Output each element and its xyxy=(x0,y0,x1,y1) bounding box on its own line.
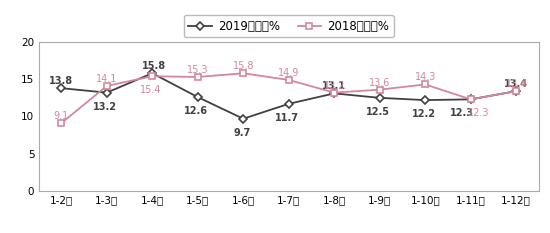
Text: 12.3: 12.3 xyxy=(469,108,490,118)
Text: 13.4: 13.4 xyxy=(505,79,527,89)
Text: 13.4: 13.4 xyxy=(504,79,528,89)
Text: 9.7: 9.7 xyxy=(233,128,250,138)
Text: 15.4: 15.4 xyxy=(140,85,162,95)
Text: 15.3: 15.3 xyxy=(187,65,208,75)
Text: 13.2: 13.2 xyxy=(94,102,117,112)
Text: 12.6: 12.6 xyxy=(184,106,208,116)
Text: 12.3: 12.3 xyxy=(450,108,475,118)
Text: 14.1: 14.1 xyxy=(96,74,118,84)
Text: 12.2: 12.2 xyxy=(412,109,436,119)
Text: 13.2: 13.2 xyxy=(323,81,345,91)
Text: 14.9: 14.9 xyxy=(278,68,299,78)
Text: 11.7: 11.7 xyxy=(276,113,299,123)
Legend: 2019年增速%, 2018年增速%: 2019年增速%, 2018年增速% xyxy=(184,15,394,38)
Text: 13.1: 13.1 xyxy=(322,82,346,91)
Text: 12.5: 12.5 xyxy=(366,107,390,117)
Text: 9.1: 9.1 xyxy=(54,111,69,121)
Text: 14.3: 14.3 xyxy=(415,72,436,82)
Text: 15.8: 15.8 xyxy=(141,61,166,71)
Text: 15.8: 15.8 xyxy=(233,61,254,71)
Text: 13.8: 13.8 xyxy=(49,76,73,86)
Text: 13.6: 13.6 xyxy=(369,78,390,88)
